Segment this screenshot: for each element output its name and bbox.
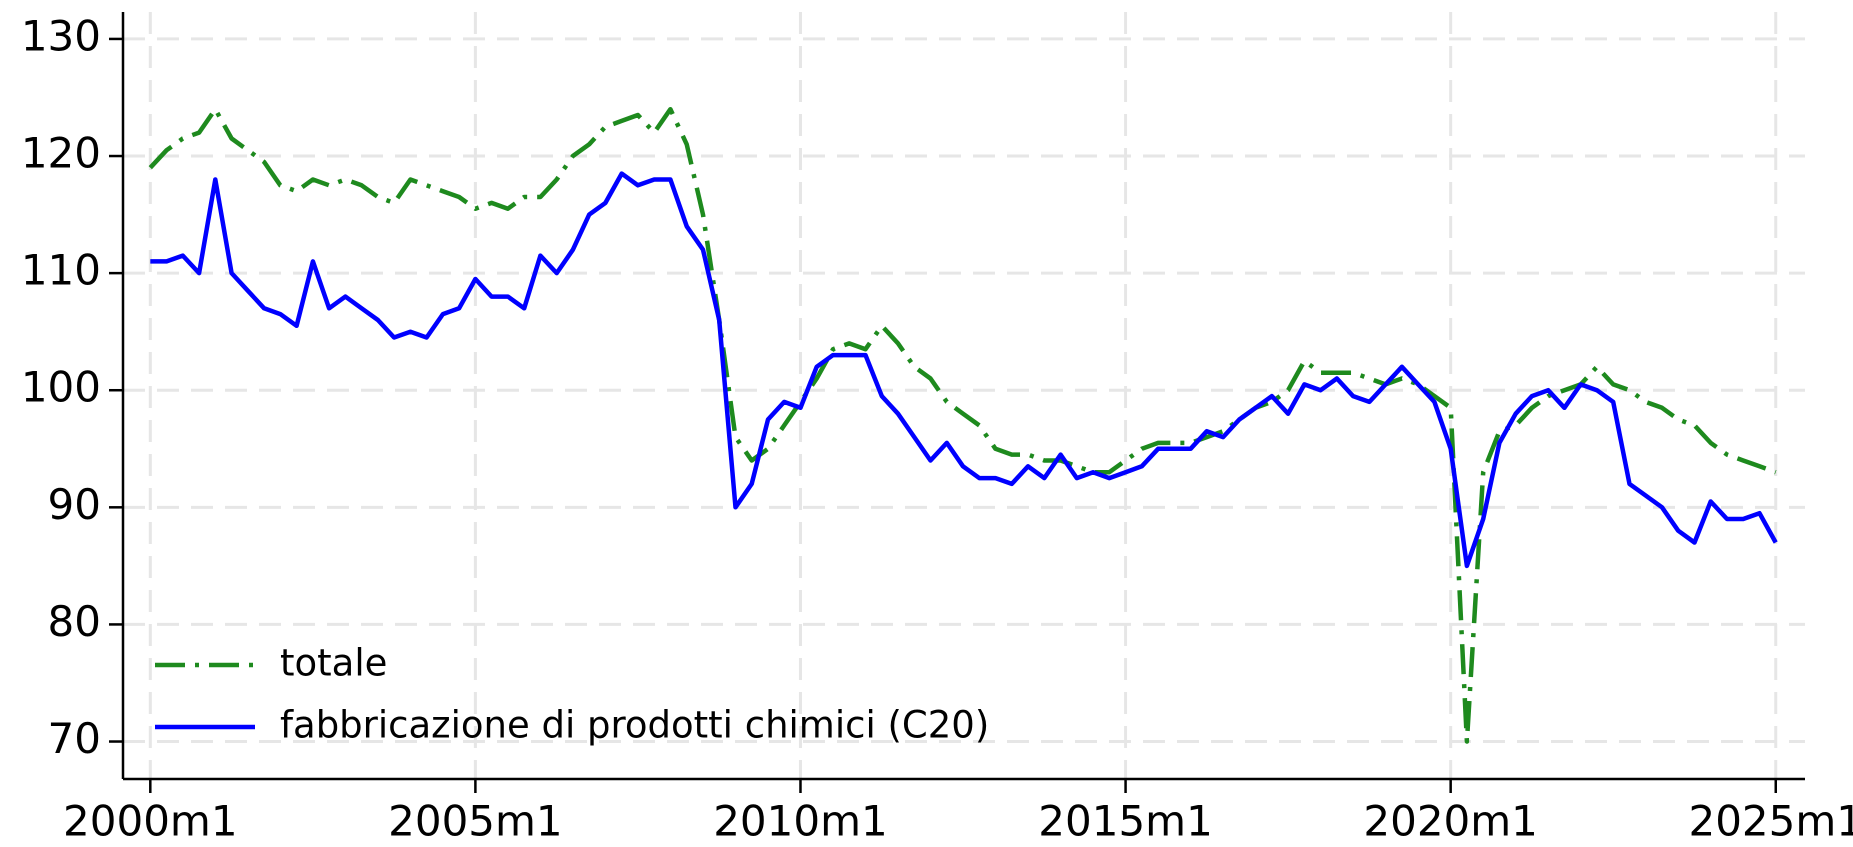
y-tick-label: 90	[48, 480, 101, 529]
x-tick-label: 2025m1	[1688, 797, 1853, 846]
line-series	[148, 106, 1777, 744]
legend-label: totale	[280, 642, 387, 685]
x-tick-label: 2000m1	[63, 797, 238, 846]
y-tick-label: 130	[21, 11, 101, 60]
line-series	[150, 171, 1778, 569]
x-tick-label: 2005m1	[388, 797, 563, 846]
y-tick-label: 80	[48, 597, 101, 646]
y-tick-label: 100	[21, 363, 101, 412]
x-tick-label: 2010m1	[713, 797, 888, 846]
x-tick-label: 2020m1	[1363, 797, 1538, 846]
legend-label: fabbricazione di prodotti chimici (C20)	[280, 704, 989, 747]
y-tick-label: 110	[21, 246, 101, 295]
y-tick-label: 70	[48, 714, 101, 763]
y-tick-label: 120	[21, 129, 101, 178]
x-tick-label: 2015m1	[1038, 797, 1213, 846]
